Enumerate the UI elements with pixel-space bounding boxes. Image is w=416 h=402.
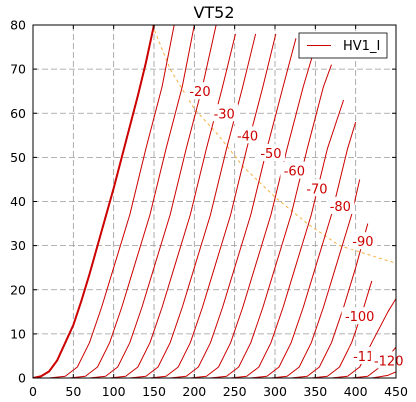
y-tick-label: 20	[10, 282, 26, 297]
legend: HV1_I	[298, 32, 388, 59]
curve-label-bg	[302, 179, 331, 197]
curve-label: -20	[189, 85, 210, 100]
x-tick-label: 200	[182, 384, 206, 399]
series-line	[291, 223, 369, 378]
y-tick-label: 0	[18, 371, 26, 386]
curve-label-bg	[349, 346, 378, 364]
curve-label: -50	[260, 147, 281, 162]
curve-label-bg	[185, 82, 214, 100]
x-tick-label: 450	[384, 384, 408, 399]
x-tick-label: 50	[65, 384, 81, 399]
curve-label: -70	[306, 182, 327, 197]
curve-label-bg	[233, 126, 262, 144]
x-tick-label: 300	[263, 384, 287, 399]
series-line	[311, 280, 373, 378]
x-tick-label: 400	[344, 384, 368, 399]
x-tick-label: 250	[223, 384, 247, 399]
curve-label: -30	[214, 107, 235, 122]
curve-label: -120	[374, 354, 404, 369]
series-line	[170, 38, 297, 378]
curve-label-bg	[280, 161, 309, 179]
curves	[33, 25, 396, 378]
series-line	[149, 33, 277, 378]
x-tick-label: 350	[303, 384, 327, 399]
y-tick-label: 10	[10, 326, 26, 341]
y-tick-label: 30	[10, 238, 26, 253]
curve-label: -90	[352, 235, 373, 250]
y-tick-label: 70	[10, 62, 26, 77]
x-tick-label: 100	[102, 384, 126, 399]
series-line	[270, 179, 361, 378]
x-tick-label: 0	[29, 384, 37, 399]
series-line	[89, 25, 217, 378]
series-line	[230, 99, 345, 378]
curve-label-bg	[326, 196, 355, 214]
curve-label-bg	[256, 143, 285, 161]
chart-title: VT52	[193, 3, 234, 22]
series-line	[371, 371, 396, 378]
curve-label: -11	[353, 350, 374, 365]
series-line	[250, 121, 357, 378]
curve-label: -60	[284, 165, 305, 180]
y-tick-label: 50	[10, 150, 26, 165]
series-line	[210, 64, 332, 378]
y-tick-label: 60	[10, 106, 26, 121]
curve-label-bg	[348, 232, 377, 250]
series-line	[190, 51, 315, 378]
x-tick-label: 150	[142, 384, 166, 399]
axis-ticks: 0 50 100 150 200 250 300 350 400 450 0 10 20 30 40 50 60…	[10, 18, 408, 400]
series-line	[49, 25, 175, 378]
y-tick-label: 40	[10, 194, 26, 209]
curve-label-bg	[341, 307, 378, 325]
curve-label: -100	[345, 310, 375, 325]
curve-label-bg	[370, 351, 407, 369]
series-line	[33, 25, 155, 378]
y-tick-label: 80	[10, 18, 26, 33]
curve-labels: -20 -30-40-50-60-70-80 -90 -100 -11 -120	[185, 82, 407, 369]
curve-label-bg	[210, 104, 239, 122]
series-line	[69, 25, 195, 378]
curve-label: -40	[237, 129, 258, 144]
legend-label: HV1_I	[343, 39, 380, 54]
curve-label: -80	[330, 200, 351, 215]
